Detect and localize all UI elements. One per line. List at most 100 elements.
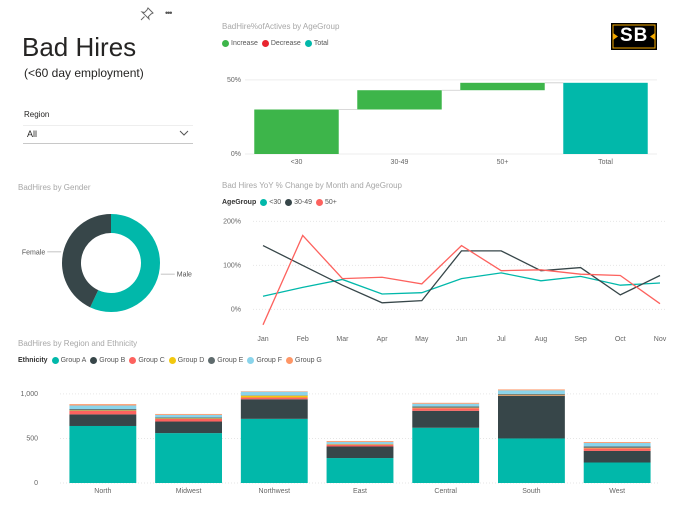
x-tick-label: Central — [434, 488, 457, 495]
x-tick-label: 30-49 — [391, 159, 409, 166]
legend-item-group-e: Group E — [208, 357, 243, 364]
waterfall-bar — [357, 90, 442, 110]
legend-item-50-plus: 50+ — [316, 199, 337, 206]
line-legend: AgeGroup <30 30-49 50+ — [222, 199, 337, 206]
legend-dot — [260, 199, 268, 206]
stacked-bar-segment — [498, 393, 565, 395]
line-chart-title: Bad Hires YoY % Change by Month and AgeG… — [222, 181, 402, 190]
legend-label: Group B — [99, 357, 126, 364]
legend-item-group-a: Group A — [51, 357, 86, 364]
pin-icon-graphic — [140, 7, 154, 21]
x-tick-label: Total — [598, 159, 613, 166]
stacked-bar-segment — [412, 427, 480, 483]
more-options-icon[interactable]: ••• — [165, 8, 173, 18]
x-tick-label: West — [609, 488, 625, 495]
y-tick-label: 100% — [223, 262, 241, 269]
legend-dot — [285, 199, 293, 206]
legend-label: 30-49 — [294, 199, 313, 206]
legend-item-group-c: Group C — [129, 357, 165, 364]
stacked-bar-segment — [155, 417, 222, 419]
waterfall-chart[interactable]: 0% 50% <30 30-49 50+ Total — [215, 60, 665, 172]
stacked-chart-title: BadHires by Region and Ethnicity — [18, 339, 138, 348]
x-tick-label: Northwest — [259, 488, 291, 495]
waterfall-bar — [460, 82, 545, 91]
legend-item-increase: Increase — [222, 40, 258, 47]
legend-dot — [286, 357, 294, 364]
legend-dot — [168, 357, 176, 364]
legend-label: Decrease — [270, 40, 301, 47]
x-tick-label: Jan — [257, 336, 268, 343]
legend-label: Total — [313, 40, 329, 47]
y-tick-label: 0% — [231, 306, 241, 313]
waterfall-bar — [563, 82, 648, 154]
legend-item-decrease: Decrease — [261, 40, 301, 47]
stacked-bar-segment — [412, 403, 480, 407]
stacked-bar-segment — [498, 395, 565, 439]
stacked-bar-segment — [583, 442, 651, 443]
stacked-bar-segment — [326, 446, 394, 459]
legend-label: <30 — [269, 199, 282, 206]
series-line — [262, 234, 661, 326]
stacked-bar-segment — [412, 402, 480, 404]
stacked-legend: Ethnicity Group A Group B Group C Group … — [18, 357, 322, 364]
stacked-bar-segment — [69, 409, 137, 411]
company-logo: SB — [611, 23, 657, 50]
stacked-bar-segment — [69, 404, 137, 406]
region-dropdown[interactable]: All — [23, 125, 193, 144]
x-tick-label: Apr — [377, 336, 389, 343]
series-line — [262, 272, 661, 297]
stacked-bar-segment — [583, 462, 651, 483]
x-tick-label: Feb — [297, 336, 309, 343]
legend-label: Group D — [177, 357, 205, 364]
x-tick-label: Nov — [654, 336, 667, 343]
stacked-bar-segment — [583, 442, 651, 447]
donut-slice — [61, 214, 111, 308]
x-tick-label: Sep — [574, 336, 587, 343]
stacked-bar-segment — [326, 442, 394, 444]
donut-slice-label: Female — [22, 249, 45, 256]
legend-item-group-g: Group G — [286, 357, 322, 364]
stacked-bar-segment — [155, 414, 222, 418]
legend-dot — [51, 357, 59, 364]
pin-icon[interactable] — [140, 7, 154, 21]
page-subtitle: (<60 day employment) — [24, 66, 144, 80]
stacked-bar-segment — [583, 446, 651, 448]
legend-title: AgeGroup — [222, 199, 257, 206]
stacked-bar-segment — [155, 413, 222, 415]
x-tick-label: Jun — [456, 336, 467, 343]
stacked-bar-segment — [326, 441, 394, 443]
legend-dot — [261, 40, 269, 47]
waterfall-legend: Increase Decrease Total — [222, 40, 329, 47]
page-title: Bad Hires — [22, 32, 137, 62]
legend-item-group-b: Group B — [90, 357, 125, 364]
y-tick-label: 1,000 — [20, 391, 38, 398]
x-tick-label: Mar — [336, 336, 349, 343]
legend-label: Group E — [217, 357, 244, 364]
legend-dot — [222, 40, 229, 47]
stacked-bar-segment — [155, 433, 222, 483]
stacked-bar-segment — [69, 414, 137, 426]
stacked-bar-segment — [326, 444, 394, 447]
logo-text: SB — [620, 25, 649, 46]
y-tick-label: 0 — [34, 480, 38, 487]
legend-dot — [304, 40, 312, 47]
stacked-bar-segment — [69, 425, 137, 483]
x-tick-label: South — [522, 488, 540, 495]
legend-dot — [247, 357, 255, 364]
x-tick-label: <30 — [291, 159, 303, 166]
stacked-bar-segment — [240, 397, 308, 400]
legend-label: 50+ — [325, 199, 337, 206]
legend-item-group-d: Group D — [168, 357, 205, 364]
stacked-bar-segment — [240, 418, 308, 483]
stacked-bar-segment — [240, 391, 308, 396]
legend-item-group-f: Group F — [247, 357, 282, 364]
legend-dot — [90, 357, 98, 364]
gender-donut-chart[interactable]: Male Female — [10, 200, 210, 330]
stacked-bar-segment — [69, 405, 137, 410]
stacked-bar-chart[interactable]: 0 500 1,000 North Midwest Northwest East Centra… — [10, 380, 665, 500]
donut-slice — [90, 214, 160, 312]
line-chart[interactable]: 0% 100% 200% Jan Feb Mar Apr May Jun Jul Aug Sep Oct… — [215, 212, 670, 347]
stacked-bar-segment — [583, 448, 651, 451]
legend-title: Ethnicity — [18, 357, 48, 364]
x-tick-label: Aug — [535, 336, 548, 343]
